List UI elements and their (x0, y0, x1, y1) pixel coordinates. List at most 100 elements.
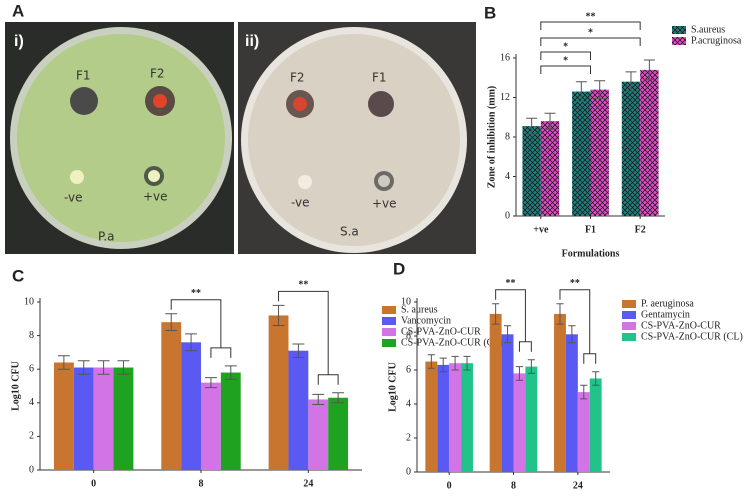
bar (513, 373, 526, 472)
legend-label: P. aeruginosa (641, 298, 694, 309)
error-bar (97, 360, 110, 375)
bar (489, 313, 502, 472)
legend-label: CS-PVA-ZnO-CUR (CL) (401, 337, 503, 348)
error-bar (332, 392, 345, 404)
significance: * (563, 55, 568, 66)
legend-swatch (382, 317, 396, 325)
significance: ** (506, 278, 516, 289)
y-tick-label: 6 (29, 363, 34, 374)
panel-label: D (393, 259, 405, 278)
legend-swatch (672, 37, 686, 45)
error-bar (312, 393, 325, 405)
error-bar (503, 325, 512, 344)
y-tick-label: 8 (505, 131, 510, 142)
y-tick-label: 6 (406, 364, 411, 375)
bracket (170, 299, 222, 348)
spot-label: F1 (76, 69, 91, 83)
bar (522, 126, 541, 216)
bracket (540, 51, 591, 60)
bar (525, 366, 538, 472)
error-bar (515, 366, 524, 381)
error-bar (544, 112, 556, 130)
panel-label: A (12, 1, 24, 20)
bar (621, 81, 641, 216)
legend-swatch (622, 311, 636, 319)
well (148, 170, 160, 182)
bar (53, 362, 74, 470)
legend-label: P.acruginosa (691, 35, 742, 46)
well (153, 94, 167, 108)
spot-label: F2 (150, 67, 165, 81)
well (298, 175, 312, 189)
photo: i) F1 F2 -ve +ve P.a (5, 22, 234, 254)
bar (590, 89, 609, 216)
bracket (583, 353, 597, 364)
y-tick-label: 0 (29, 464, 34, 475)
x-tick-label: F1 (585, 224, 596, 235)
error-bar (451, 355, 459, 371)
legend-swatch (382, 306, 396, 314)
photo-label: i) (14, 33, 24, 50)
bracket (540, 21, 641, 30)
legend-label: CS-PVA-ZnO-CUR (CL) (641, 331, 743, 342)
plate-note: P.a (98, 230, 115, 244)
error-bar (580, 384, 588, 400)
bracket (540, 65, 591, 74)
bracket (317, 374, 339, 385)
legend-label: Vancomycin (401, 315, 451, 326)
bar (161, 322, 182, 470)
spot-label: -ve (291, 196, 310, 210)
significance: ** (191, 288, 201, 299)
plate-agar (17, 34, 225, 242)
bracket (210, 347, 232, 358)
bar (565, 334, 578, 472)
bar (308, 399, 329, 470)
error-bar (575, 81, 587, 102)
bracket (278, 290, 329, 375)
error-bar (204, 377, 217, 389)
y-tick-label: 0 (406, 466, 411, 477)
x-tick-label: 24 (303, 478, 313, 489)
y-tick-label: 0 (505, 210, 510, 221)
legend-label: S. aureus (401, 304, 438, 315)
significance: ** (570, 278, 580, 289)
bracket (559, 289, 591, 354)
error-bar (463, 355, 471, 371)
well (293, 97, 307, 111)
error-bar (439, 357, 447, 373)
bar (93, 367, 114, 470)
well (70, 87, 98, 115)
x-tick-label: 8 (199, 478, 204, 489)
legend-swatch (382, 328, 396, 336)
well (378, 175, 390, 187)
legend-label: CS-PVA-ZnO-CUR (641, 320, 721, 331)
well (368, 91, 394, 117)
error-bar (625, 71, 637, 93)
well (70, 170, 84, 184)
y-axis-title: Log10 CFU (387, 362, 398, 412)
error-bar (185, 333, 198, 352)
error-bar (272, 304, 285, 327)
bracket (495, 289, 526, 342)
legend-swatch (622, 333, 636, 341)
bar (461, 363, 473, 472)
photo: ii) F2 F1 -ve +ve S.a (238, 22, 476, 254)
y-tick-label: 10 (401, 296, 411, 307)
plate-note: S.a (340, 225, 359, 239)
bar (572, 91, 591, 216)
y-tick-label: 8 (29, 330, 34, 341)
spot-label: F2 (290, 71, 305, 85)
significance: ** (586, 11, 596, 22)
y-tick-label: 4 (29, 397, 34, 408)
legend-label: Gentamycin (641, 309, 690, 320)
photo-label: ii) (245, 33, 259, 50)
x-axis-title: Formulations (562, 248, 620, 259)
bar (449, 363, 462, 472)
y-axis-title: Zone of inhibition (mm) (486, 86, 497, 189)
legend-swatch (622, 322, 636, 330)
legend-label: CS-PVA-ZnO-CUR (401, 326, 481, 337)
error-bar (292, 343, 305, 358)
y-tick-label: 16 (500, 52, 510, 63)
x-tick-label: 0 (91, 478, 96, 489)
